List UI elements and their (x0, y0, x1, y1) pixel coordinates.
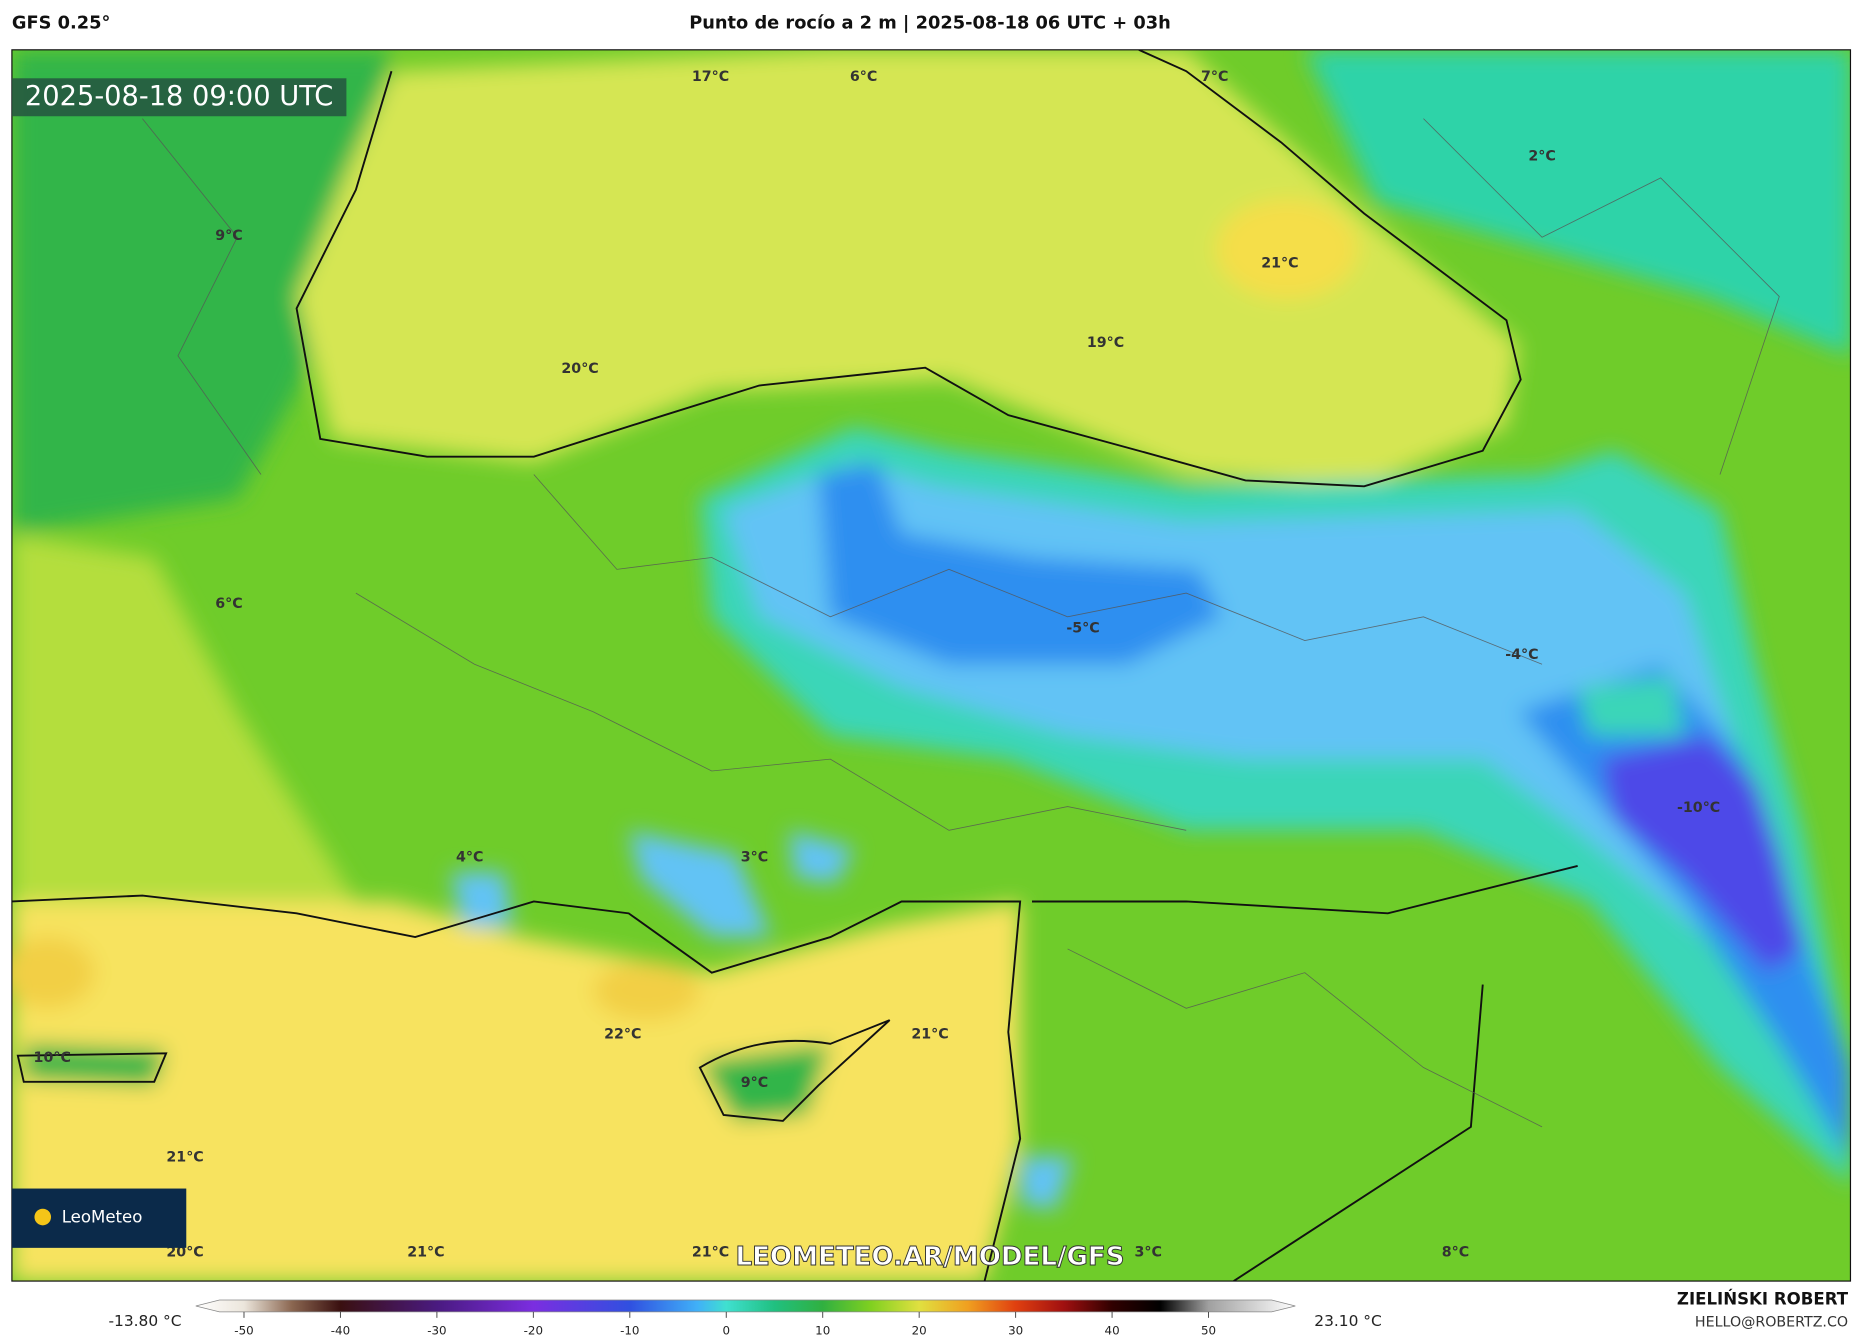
map-label: 4°C (456, 850, 483, 866)
colorbar-tick-label: 0 (722, 1323, 730, 1337)
timestamp: 2025-08-18 09:00 UTC (25, 81, 333, 112)
map-labels: 17°C 6°C 7°C 2°C 9°C 21°C 19°C 20°C 6°C -5°C -4°C 4… (34, 69, 1721, 1260)
map-label: 20°C (561, 361, 598, 377)
map-label: 21°C (911, 1026, 948, 1042)
colorbar-min: -13.80 °C (108, 1312, 181, 1330)
timestamp-box (11, 78, 347, 117)
colorbar-tick-label: -20 (524, 1323, 543, 1337)
colorbar-tick-label: 10 (815, 1323, 830, 1337)
map-label: 21°C (407, 1245, 444, 1261)
map-label: 22°C (604, 1026, 641, 1042)
map-label: 8°C (1442, 1245, 1469, 1261)
colorbar-max: 23.10 °C (1314, 1312, 1381, 1330)
colorbar (195, 1299, 1296, 1313)
colorbar-tick-label: 40 (1105, 1323, 1120, 1337)
colorbar-tick-label: -50 (234, 1323, 253, 1337)
map-label: 21°C (692, 1245, 729, 1261)
colorbar-tick-label: -40 (331, 1323, 350, 1337)
colorbar-tick-label: -30 (427, 1323, 446, 1337)
author: ZIELIŃSKI ROBERT (1677, 1290, 1849, 1309)
map-label: -5°C (1066, 621, 1099, 637)
model-name: GFS 0.25° (12, 13, 111, 34)
map-title: Punto de rocío a 2 m | 2025-08-18 06 UTC… (689, 13, 1171, 34)
map-label: 7°C (1201, 69, 1228, 85)
map-label: 10°C (34, 1050, 71, 1066)
colorbar-tick-label: 50 (1201, 1323, 1216, 1337)
map-label: 19°C (1087, 335, 1124, 351)
logo: LeoMeteo (62, 1208, 143, 1227)
map-label: 9°C (215, 228, 242, 244)
map-label: 21°C (166, 1150, 203, 1166)
map-label: 21°C (1261, 255, 1298, 271)
map-label: -10°C (1677, 800, 1720, 816)
map-label: 9°C (741, 1075, 768, 1091)
watermark: LEOMETEO.AR/MODEL/GFS (736, 1242, 1125, 1272)
colorbar-tick-label: 20 (912, 1323, 927, 1337)
map-label: -4°C (1505, 647, 1538, 663)
map-label: 17°C (692, 69, 729, 85)
map-label: 20°C (166, 1245, 203, 1261)
map-label: 3°C (741, 850, 768, 866)
map-label: 6°C (850, 69, 877, 85)
colorbar-tick-label: -10 (620, 1323, 639, 1337)
map-label: 3°C (1135, 1245, 1162, 1261)
map-label: 2°C (1528, 149, 1555, 165)
map-label: 6°C (215, 596, 242, 612)
logo-sun (34, 1208, 52, 1226)
email: HELLO@ROBERTZ.CO (1695, 1315, 1848, 1331)
colorbar-tick-label: 30 (1008, 1323, 1023, 1337)
map-field (11, 49, 1851, 1282)
